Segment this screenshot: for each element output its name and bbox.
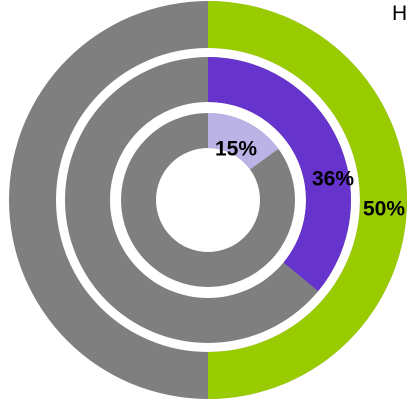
- ring-value-label-1: 50%: [363, 198, 405, 221]
- ring-value-label-2: 36%: [312, 168, 354, 191]
- labels-group: 50% 36% 15%: [215, 138, 405, 221]
- corner-label: H: [392, 2, 407, 25]
- ring-value-arc-2: [208, 57, 351, 292]
- ring-value-arc-3: [208, 113, 279, 170]
- ring-value-label-3: 15%: [215, 138, 257, 161]
- rings-group: [9, 1, 407, 399]
- ring-value-arc-1: [208, 1, 407, 399]
